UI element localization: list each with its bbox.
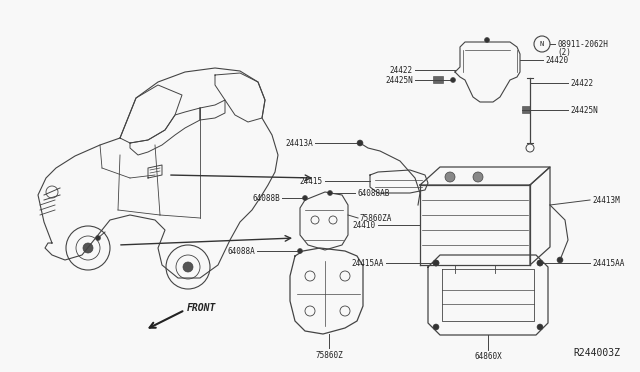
Circle shape: [328, 190, 333, 196]
Circle shape: [95, 235, 100, 241]
Circle shape: [303, 196, 307, 201]
Circle shape: [473, 172, 483, 182]
Circle shape: [537, 260, 543, 266]
Circle shape: [433, 324, 439, 330]
Text: 24413M: 24413M: [592, 196, 620, 205]
Circle shape: [445, 172, 455, 182]
Text: N: N: [540, 41, 544, 47]
Text: 75860Z: 75860Z: [315, 351, 343, 360]
Text: 64088AB: 64088AB: [357, 189, 389, 198]
Text: 24413A: 24413A: [285, 138, 313, 148]
Circle shape: [537, 324, 543, 330]
Circle shape: [451, 77, 456, 83]
Circle shape: [433, 260, 439, 266]
Circle shape: [183, 262, 193, 272]
Text: 24425N: 24425N: [385, 76, 413, 84]
Circle shape: [357, 140, 363, 146]
Text: 64860X: 64860X: [474, 352, 502, 361]
Text: (2): (2): [557, 48, 571, 57]
Text: 08911-2062H: 08911-2062H: [557, 39, 608, 48]
Circle shape: [83, 243, 93, 253]
Text: 24422: 24422: [390, 65, 413, 74]
Circle shape: [537, 260, 543, 266]
Text: 64088A: 64088A: [227, 247, 255, 256]
Text: 24410: 24410: [353, 221, 376, 230]
Text: 24425N: 24425N: [570, 106, 598, 115]
Circle shape: [484, 38, 490, 42]
Text: R244003Z: R244003Z: [573, 348, 620, 358]
Text: 64088B: 64088B: [252, 193, 280, 202]
Circle shape: [298, 248, 303, 253]
Bar: [522, 106, 530, 113]
Text: 24415: 24415: [300, 176, 323, 186]
Text: 24422: 24422: [570, 78, 593, 87]
Bar: [433, 76, 443, 83]
Text: 24415AA: 24415AA: [592, 259, 625, 267]
Text: 24420: 24420: [545, 55, 568, 64]
Circle shape: [557, 257, 563, 263]
Circle shape: [433, 260, 439, 266]
Text: 24415AA: 24415AA: [351, 259, 384, 267]
Text: 75860ZA: 75860ZA: [360, 214, 392, 222]
Text: FRONT: FRONT: [187, 303, 216, 313]
